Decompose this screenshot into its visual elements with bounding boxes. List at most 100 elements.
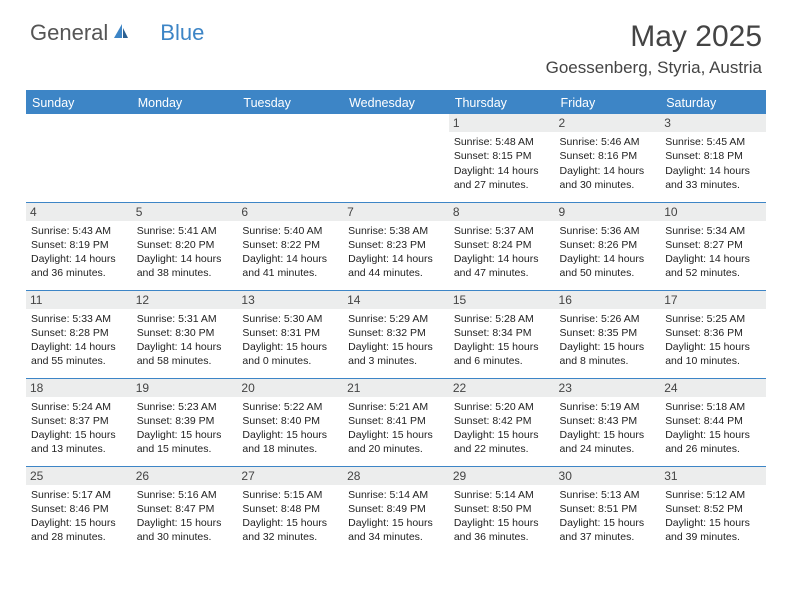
day-number: 9 (555, 203, 661, 221)
day-number: 12 (132, 291, 238, 309)
day-details: Sunrise: 5:29 AMSunset: 8:32 PMDaylight:… (348, 312, 444, 369)
calendar-day-cell: 14 Sunrise: 5:29 AMSunset: 8:32 PMDayligh… (343, 290, 449, 378)
calendar-day-cell: 3 Sunrise: 5:45 AMSunset: 8:18 PMDaylight… (660, 114, 766, 202)
day-details: Sunrise: 5:25 AMSunset: 8:36 PMDaylight:… (665, 312, 761, 369)
day-header: Sunday (26, 91, 132, 114)
calendar-day-cell: 17 Sunrise: 5:25 AMSunset: 8:36 PMDayligh… (660, 290, 766, 378)
day-details: Sunrise: 5:40 AMSunset: 8:22 PMDaylight:… (242, 224, 338, 281)
calendar-day-cell: 29Sunrise: 5:14 AMSunset: 8:50 PMDayligh… (449, 466, 555, 554)
day-number: 5 (132, 203, 238, 221)
day-details: Sunrise: 5:23 AMSunset: 8:39 PMDaylight:… (137, 400, 233, 457)
calendar-day-cell: 15Sunrise: 5:28 AMSunset: 8:34 PMDayligh… (449, 290, 555, 378)
calendar-table: SundayMondayTuesdayWednesdayThursdayFrid… (26, 90, 766, 554)
day-number: 20 (237, 379, 343, 397)
day-number: 14 (343, 291, 449, 309)
day-header: Monday (132, 91, 238, 114)
day-number: 21 (343, 379, 449, 397)
day-number: 13 (237, 291, 343, 309)
calendar-day-cell: 2 Sunrise: 5:46 AMSunset: 8:16 PMDaylight… (555, 114, 661, 202)
calendar-day-cell: 27 Sunrise: 5:15 AMSunset: 8:48 PMDayligh… (237, 466, 343, 554)
calendar-day-cell: 11 Sunrise: 5:33 AMSunset: 8:28 PMDayligh… (26, 290, 132, 378)
day-details: Sunrise: 5:34 AMSunset: 8:27 PMDaylight:… (665, 224, 761, 281)
calendar-day-cell: 5 Sunrise: 5:41 AMSunset: 8:20 PMDaylight… (132, 202, 238, 290)
calendar-day-cell (26, 114, 132, 202)
calendar-day-cell: 13Sunrise: 5:30 AMSunset: 8:31 PMDayligh… (237, 290, 343, 378)
calendar-day-cell: 9Sunrise: 5:36 AMSunset: 8:26 PMDaylight… (555, 202, 661, 290)
day-number: 28 (343, 467, 449, 485)
day-details: Sunrise: 5:24 AMSunset: 8:37 PMDaylight:… (31, 400, 127, 457)
logo: General Blue (30, 20, 204, 46)
calendar-day-cell: 25 Sunrise: 5:17 AMSunset: 8:46 PMDayligh… (26, 466, 132, 554)
calendar-day-cell: 22Sunrise: 5:20 AMSunset: 8:42 PMDayligh… (449, 378, 555, 466)
day-number: 15 (449, 291, 555, 309)
day-number: 19 (132, 379, 238, 397)
calendar-day-cell: 4 Sunrise: 5:43 AMSunset: 8:19 PMDaylight… (26, 202, 132, 290)
day-details: Sunrise: 5:14 AMSunset: 8:49 PMDaylight:… (348, 488, 444, 545)
day-number: 6 (237, 203, 343, 221)
day-details: Sunrise: 5:17 AMSunset: 8:46 PMDaylight:… (31, 488, 127, 545)
day-number: 27 (237, 467, 343, 485)
day-details: Sunrise: 5:26 AMSunset: 8:35 PMDaylight:… (560, 312, 656, 369)
calendar-week-row: 11 Sunrise: 5:33 AMSunset: 8:28 PMDayligh… (26, 290, 766, 378)
calendar-header-row: SundayMondayTuesdayWednesdayThursdayFrid… (26, 91, 766, 114)
day-number: 10 (660, 203, 766, 221)
calendar-week-row: 18Sunrise: 5:24 AMSunset: 8:37 PMDayligh… (26, 378, 766, 466)
calendar-day-cell (132, 114, 238, 202)
calendar-day-cell: 23Sunrise: 5:19 AMSunset: 8:43 PMDayligh… (555, 378, 661, 466)
day-details: Sunrise: 5:48 AMSunset: 8:15 PMDaylight:… (454, 135, 550, 192)
calendar-day-cell (237, 114, 343, 202)
day-header: Thursday (449, 91, 555, 114)
logo-text-1: General (30, 20, 108, 46)
day-number: 3 (660, 114, 766, 132)
calendar-day-cell: 28 Sunrise: 5:14 AMSunset: 8:49 PMDayligh… (343, 466, 449, 554)
calendar-day-cell: 12 Sunrise: 5:31 AMSunset: 8:30 PMDayligh… (132, 290, 238, 378)
calendar-day-cell: 31 Sunrise: 5:12 AMSunset: 8:52 PMDayligh… (660, 466, 766, 554)
day-details: Sunrise: 5:18 AMSunset: 8:44 PMDaylight:… (665, 400, 761, 457)
day-number: 1 (449, 114, 555, 132)
calendar-day-cell: 10 Sunrise: 5:34 AMSunset: 8:27 PMDayligh… (660, 202, 766, 290)
calendar-day-cell: 8Sunrise: 5:37 AMSunset: 8:24 PMDaylight… (449, 202, 555, 290)
calendar-day-cell: 1 Sunrise: 5:48 AMSunset: 8:15 PMDaylight… (449, 114, 555, 202)
day-details: Sunrise: 5:33 AMSunset: 8:28 PMDaylight:… (31, 312, 127, 369)
page-title: May 2025 (546, 20, 762, 54)
calendar-body: 1 Sunrise: 5:48 AMSunset: 8:15 PMDaylight… (26, 114, 766, 554)
day-number: 24 (660, 379, 766, 397)
day-details: Sunrise: 5:43 AMSunset: 8:19 PMDaylight:… (31, 224, 127, 281)
day-details: Sunrise: 5:16 AMSunset: 8:47 PMDaylight:… (137, 488, 233, 545)
day-number: 11 (26, 291, 132, 309)
day-number: 7 (343, 203, 449, 221)
calendar-day-cell: 6 Sunrise: 5:40 AMSunset: 8:22 PMDaylight… (237, 202, 343, 290)
calendar-day-cell: 16 Sunrise: 5:26 AMSunset: 8:35 PMDayligh… (555, 290, 661, 378)
day-number: 25 (26, 467, 132, 485)
calendar-day-cell: 20 Sunrise: 5:22 AMSunset: 8:40 PMDayligh… (237, 378, 343, 466)
day-details: Sunrise: 5:41 AMSunset: 8:20 PMDaylight:… (137, 224, 233, 281)
day-number: 30 (555, 467, 661, 485)
day-number: 4 (26, 203, 132, 221)
calendar-week-row: 4 Sunrise: 5:43 AMSunset: 8:19 PMDaylight… (26, 202, 766, 290)
day-header: Wednesday (343, 91, 449, 114)
day-number: 31 (660, 467, 766, 485)
logo-sail-icon (112, 22, 130, 45)
day-details: Sunrise: 5:37 AMSunset: 8:24 PMDaylight:… (454, 224, 550, 281)
day-number: 29 (449, 467, 555, 485)
calendar-day-cell (343, 114, 449, 202)
day-number: 2 (555, 114, 661, 132)
calendar-day-cell: 30 Sunrise: 5:13 AMSunset: 8:51 PMDayligh… (555, 466, 661, 554)
day-details: Sunrise: 5:46 AMSunset: 8:16 PMDaylight:… (560, 135, 656, 192)
day-details: Sunrise: 5:45 AMSunset: 8:18 PMDaylight:… (665, 135, 761, 192)
day-details: Sunrise: 5:31 AMSunset: 8:30 PMDaylight:… (137, 312, 233, 369)
day-details: Sunrise: 5:22 AMSunset: 8:40 PMDaylight:… (242, 400, 338, 457)
day-number: 16 (555, 291, 661, 309)
day-number: 17 (660, 291, 766, 309)
calendar-day-cell: 18Sunrise: 5:24 AMSunset: 8:37 PMDayligh… (26, 378, 132, 466)
day-number: 23 (555, 379, 661, 397)
day-details: Sunrise: 5:21 AMSunset: 8:41 PMDaylight:… (348, 400, 444, 457)
day-details: Sunrise: 5:13 AMSunset: 8:51 PMDaylight:… (560, 488, 656, 545)
day-details: Sunrise: 5:38 AMSunset: 8:23 PMDaylight:… (348, 224, 444, 281)
day-number: 22 (449, 379, 555, 397)
day-details: Sunrise: 5:15 AMSunset: 8:48 PMDaylight:… (242, 488, 338, 545)
header: General Blue May 2025 Goessenberg, Styri… (0, 0, 792, 78)
title-block: May 2025 Goessenberg, Styria, Austria (546, 20, 762, 78)
logo-text-2: Blue (160, 20, 204, 46)
day-details: Sunrise: 5:12 AMSunset: 8:52 PMDaylight:… (665, 488, 761, 545)
